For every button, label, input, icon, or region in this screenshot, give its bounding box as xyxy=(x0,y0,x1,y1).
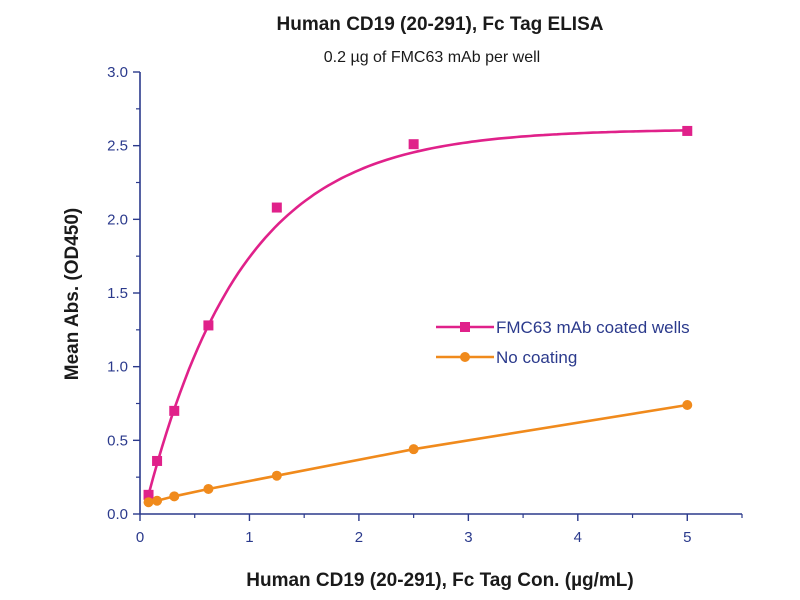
data-point-fmc63 xyxy=(408,139,419,150)
chart-subtitle: 0.2 µg of FMC63 mAb per well xyxy=(324,49,540,66)
data-point-fmc63 xyxy=(169,405,180,416)
data-point-no-coating xyxy=(682,399,693,410)
x-tick-label: 4 xyxy=(574,529,582,546)
x-tick-label: 0 xyxy=(136,529,144,546)
y-axis-label: Mean Abs. (OD450) xyxy=(62,208,83,380)
x-tick-label: 5 xyxy=(683,529,691,546)
legend-label: FMC63 mAb coated wells xyxy=(496,318,690,337)
y-tick-label: 0.5 xyxy=(107,432,128,449)
data-point-no-coating xyxy=(271,470,282,481)
data-point-no-coating xyxy=(408,444,419,455)
x-tick-label: 1 xyxy=(245,529,253,546)
series-no-coating-line xyxy=(148,403,688,504)
y-tick-label: 3.0 xyxy=(107,64,128,81)
series-fmc63-curve xyxy=(147,129,688,496)
legend: FMC63 mAb coated wells No coating xyxy=(436,318,690,367)
y-tick-label: 1.0 xyxy=(107,359,128,376)
data-point-no-coating xyxy=(203,483,214,494)
y-tick-label: 1.5 xyxy=(107,285,128,302)
data-point-fmc63 xyxy=(152,455,163,466)
y-tick-label: 2.0 xyxy=(107,211,128,228)
y-tick-label: 0.0 xyxy=(107,506,128,523)
y-tick-label: 2.5 xyxy=(107,138,128,155)
data-point-fmc63 xyxy=(682,125,693,136)
legend-marker xyxy=(460,352,470,362)
chart-title: Human CD19 (20-291), Fc Tag ELISA xyxy=(277,14,604,35)
legend-label: No coating xyxy=(496,348,577,367)
data-point-fmc63 xyxy=(203,320,214,331)
x-tick-label: 2 xyxy=(355,529,363,546)
data-point-fmc63 xyxy=(271,202,282,213)
data-point-no-coating xyxy=(143,497,154,508)
legend-marker xyxy=(460,322,470,332)
series-layer xyxy=(143,125,693,508)
axes xyxy=(139,72,742,515)
y-axis-ticks: 0.0 0.5 1.0 1.5 2.0 2.5 3.0 xyxy=(107,64,140,523)
x-tick-label: 3 xyxy=(464,529,472,546)
data-point-fmc63 xyxy=(143,489,154,500)
data-point-no-coating xyxy=(169,491,180,502)
x-axis-ticks: 0 1 2 3 4 5 xyxy=(136,514,743,546)
x-axis-label: Human CD19 (20-291), Fc Tag Con. (µg/mL) xyxy=(246,570,633,591)
data-point-no-coating xyxy=(152,495,163,506)
